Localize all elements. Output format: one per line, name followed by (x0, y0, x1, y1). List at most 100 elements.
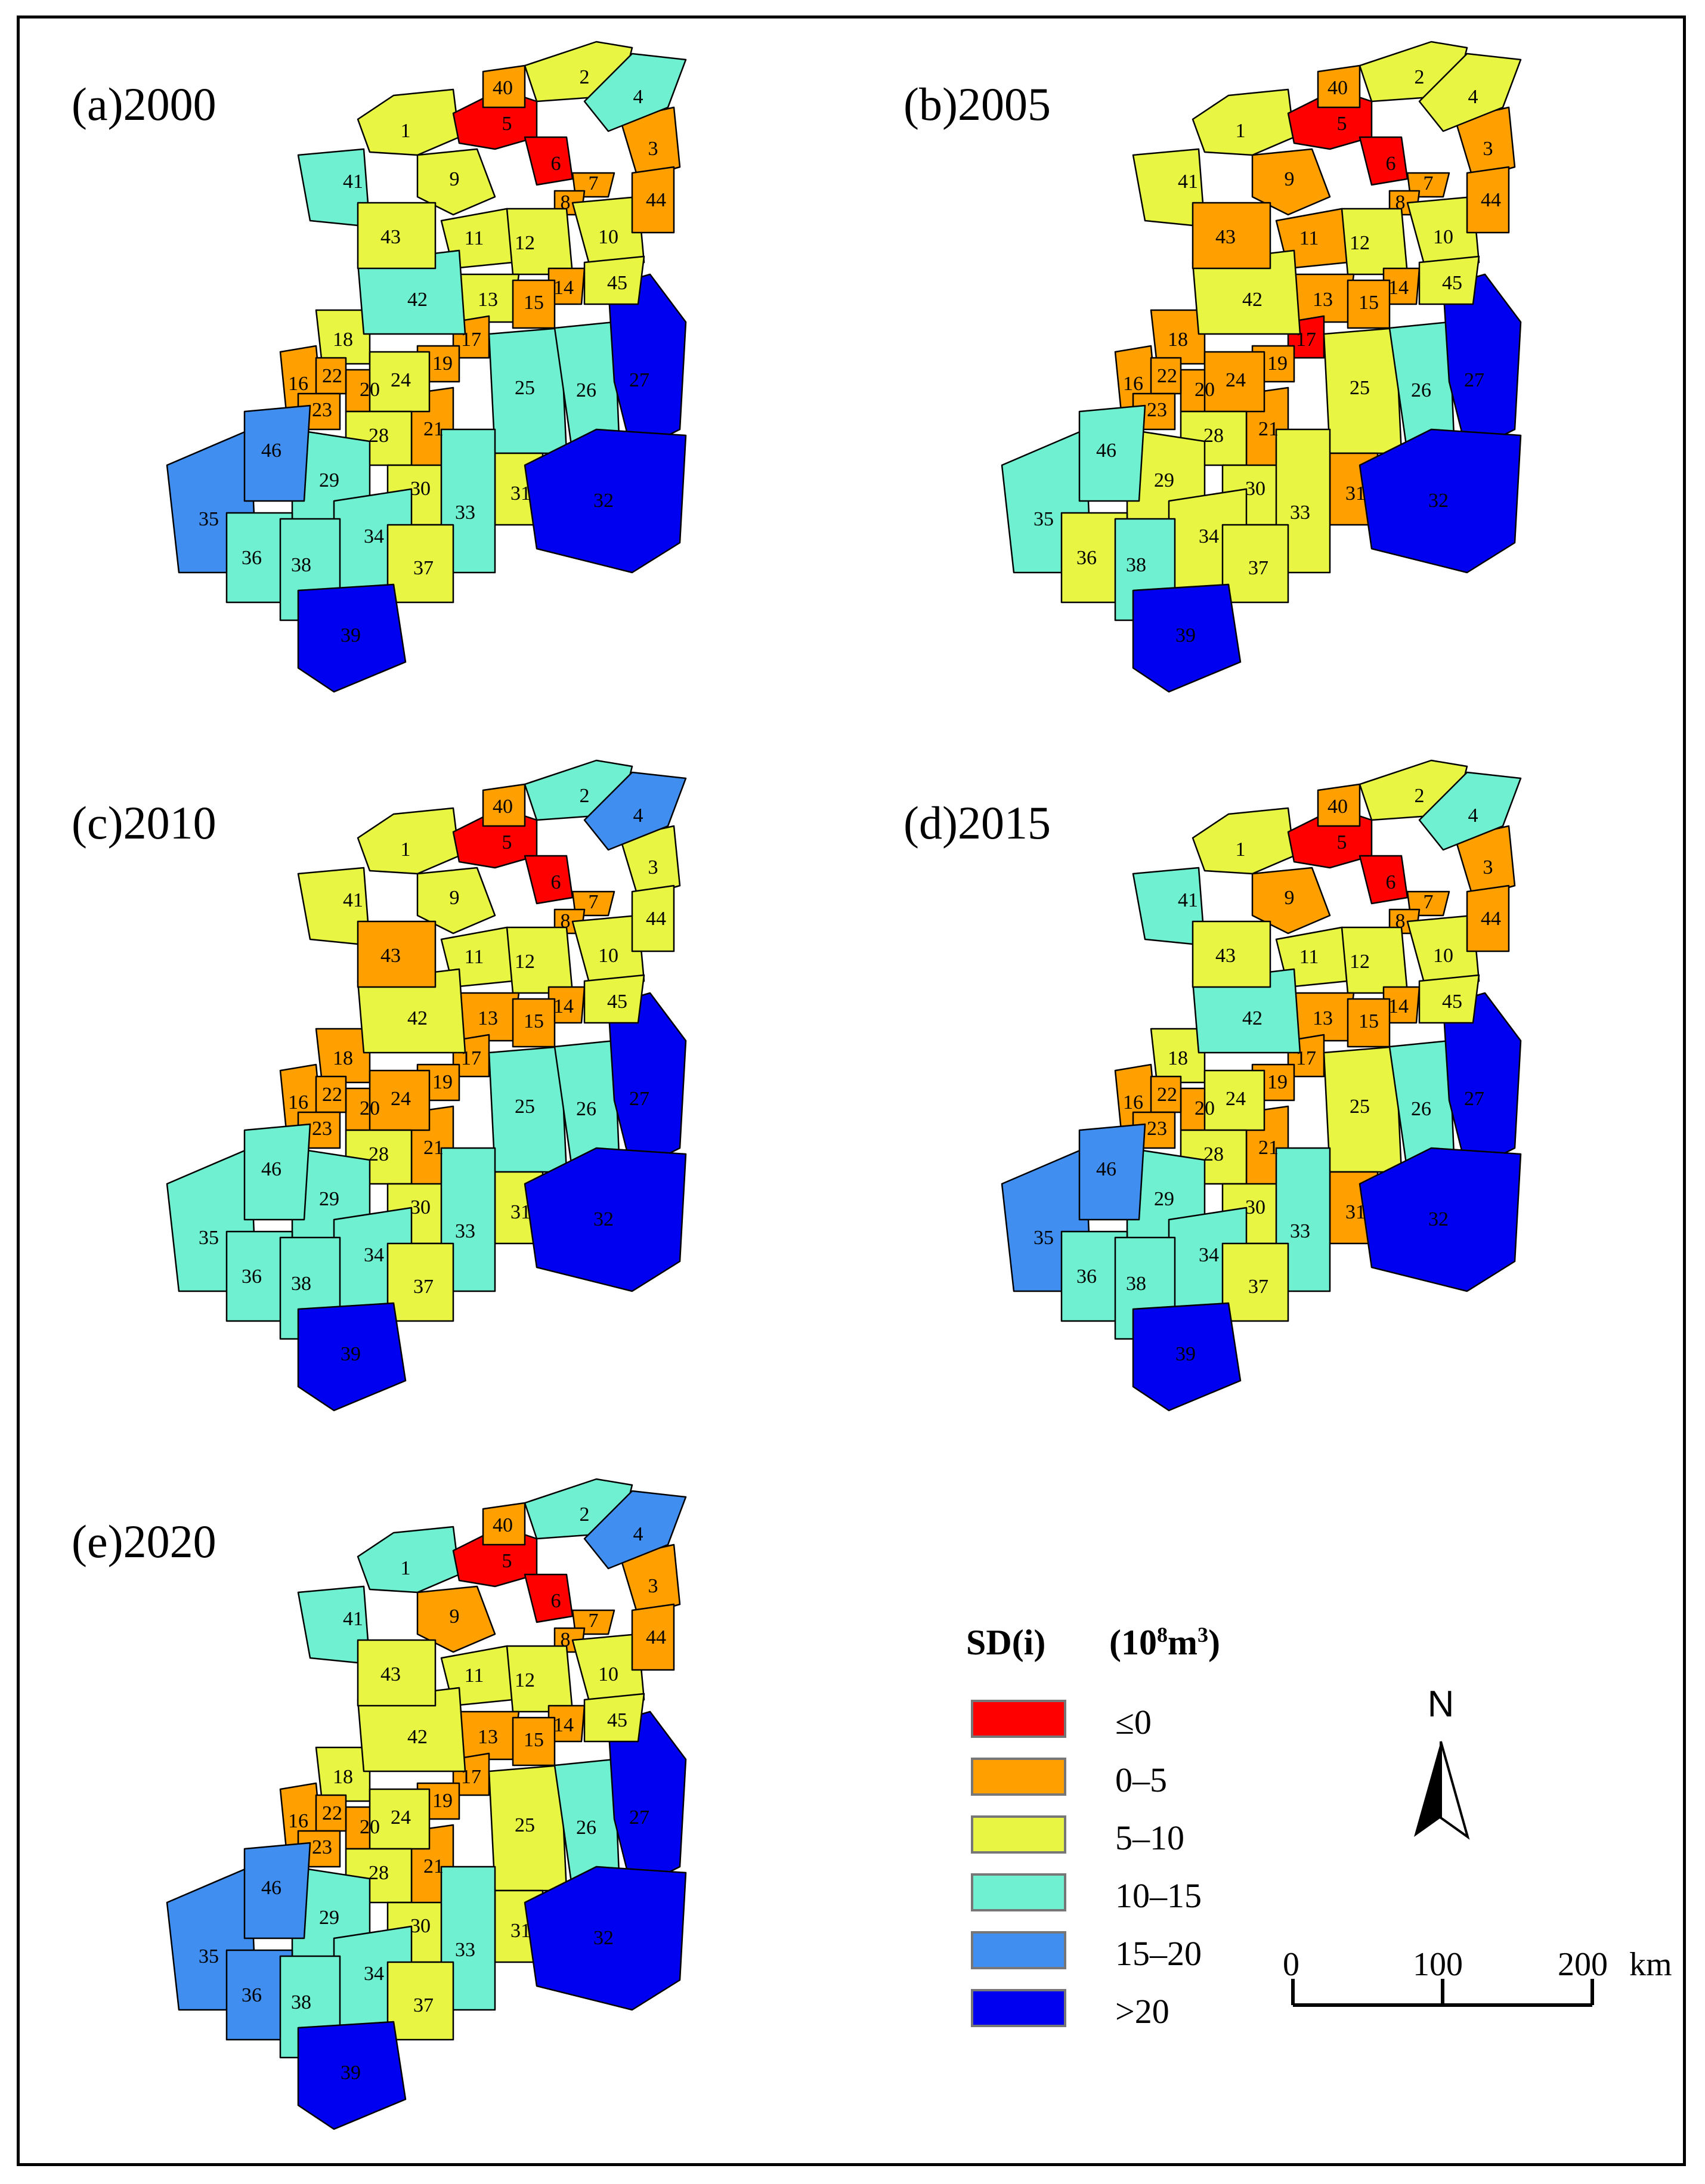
region-label-34: 34 (1199, 1244, 1219, 1266)
region-label-29: 29 (319, 1188, 339, 1210)
region-label-37: 37 (413, 557, 434, 579)
region-label-36: 36 (242, 547, 262, 569)
region-label-38: 38 (1126, 554, 1146, 576)
region-label-36: 36 (1076, 1266, 1097, 1288)
region-9 (416, 1585, 496, 1653)
region-label-20: 20 (360, 379, 380, 401)
region-label-31: 31 (510, 482, 531, 505)
region-37 (386, 1242, 454, 1322)
legend-swatch (971, 1700, 1066, 1738)
region-label-12: 12 (515, 1669, 535, 1691)
region-label-4: 4 (633, 86, 643, 108)
region-label-33: 33 (455, 1220, 475, 1242)
region-27 (1442, 273, 1522, 454)
region-label-9: 9 (1285, 168, 1295, 190)
region-label-30: 30 (1245, 478, 1265, 500)
region-label-7: 7 (589, 891, 599, 913)
region-label-18: 18 (333, 329, 353, 351)
region-32 (524, 1147, 687, 1292)
region-37 (1221, 524, 1289, 604)
region-label-13: 13 (478, 289, 498, 311)
region-label-11: 11 (1299, 946, 1319, 968)
region-label-41: 41 (343, 171, 363, 193)
region-label-31: 31 (1345, 482, 1366, 505)
region-label-14: 14 (1388, 277, 1409, 299)
region-label-41: 41 (1178, 889, 1198, 911)
region-label-7: 7 (589, 1610, 599, 1632)
region-label-43: 43 (1215, 945, 1236, 967)
region-label-19: 19 (432, 1790, 453, 1812)
scale-tick-200: 200 (1558, 1946, 1608, 1983)
region-label-23: 23 (312, 1836, 332, 1858)
region-label-2: 2 (580, 785, 590, 807)
region-label-30: 30 (410, 478, 431, 500)
region-9 (416, 148, 496, 216)
region-label-24: 24 (391, 1806, 411, 1829)
region-label-35: 35 (1033, 508, 1054, 530)
north-arrow (1414, 1741, 1470, 1840)
region-label-45: 45 (607, 272, 627, 294)
region-label-15: 15 (1359, 1010, 1379, 1032)
region-label-38: 38 (1126, 1273, 1146, 1295)
scale-unit: km (1629, 1946, 1672, 1983)
region-label-46: 46 (261, 1158, 281, 1180)
region-43 (357, 920, 437, 988)
region-44 (631, 166, 675, 234)
region-label-10: 10 (598, 1663, 618, 1685)
region-label-22: 22 (1157, 365, 1177, 387)
region-24 (369, 1788, 431, 1850)
legend-label: 10–15 (1115, 1876, 1202, 1915)
region-label-15: 15 (524, 1010, 544, 1032)
scale-bar (1291, 1979, 1594, 2007)
region-label-38: 38 (291, 1991, 311, 2013)
region-label-35: 35 (199, 1945, 219, 1968)
region-label-43: 43 (380, 1663, 401, 1685)
region-label-2: 2 (1415, 785, 1425, 807)
region-label-23: 23 (312, 1118, 332, 1140)
region-label-32: 32 (593, 490, 614, 512)
region-label-2: 2 (580, 66, 590, 88)
region-46 (1078, 404, 1146, 502)
region-label-9: 9 (450, 168, 460, 190)
region-label-38: 38 (291, 1273, 311, 1295)
region-label-34: 34 (364, 1244, 384, 1266)
region-label-28: 28 (369, 425, 389, 447)
region-label-1: 1 (1236, 839, 1246, 861)
region-label-32: 32 (593, 1927, 614, 1949)
legend-item: 5–10 (966, 1815, 1324, 1857)
region-24 (1203, 351, 1265, 413)
region-label-28: 28 (369, 1143, 389, 1165)
region-label-37: 37 (1248, 1276, 1268, 1298)
region-label-10: 10 (598, 226, 618, 248)
region-label-39: 39 (341, 624, 361, 646)
region-39 (1132, 1302, 1242, 1412)
region-label-40: 40 (493, 1514, 513, 1536)
region-6 (1359, 855, 1409, 905)
region-label-2: 2 (580, 1504, 590, 1526)
region-label-40: 40 (493, 77, 513, 99)
region-label-28: 28 (1203, 425, 1224, 447)
region-label-44: 44 (646, 1626, 666, 1648)
region-45 (583, 974, 645, 1024)
region-label-18: 18 (333, 1766, 353, 1788)
region-label-20: 20 (1195, 379, 1215, 401)
region-label-29: 29 (319, 469, 339, 491)
region-40 (482, 783, 526, 827)
region-label-40: 40 (493, 796, 513, 818)
region-label-17: 17 (461, 329, 481, 351)
region-label-19: 19 (1267, 352, 1288, 375)
region-label-9: 9 (450, 887, 460, 909)
region-32 (524, 428, 687, 574)
region-label-10: 10 (1433, 945, 1453, 967)
region-label-36: 36 (242, 1266, 262, 1288)
region-label-31: 31 (510, 1920, 531, 1942)
legend-swatch (971, 1931, 1066, 1969)
region-22 (315, 1075, 347, 1113)
region-37 (386, 1961, 454, 2041)
region-label-33: 33 (455, 1939, 475, 1961)
region-label-8: 8 (561, 191, 571, 214)
region-label-41: 41 (1178, 171, 1198, 193)
region-label-32: 32 (593, 1208, 614, 1230)
region-label-15: 15 (524, 1729, 544, 1751)
